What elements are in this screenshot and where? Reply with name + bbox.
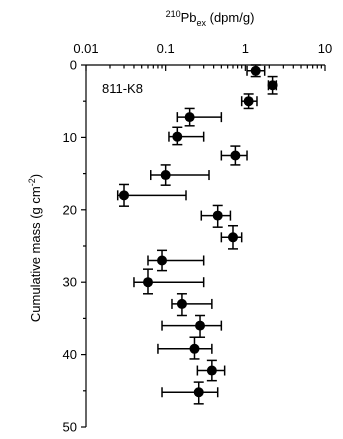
y-tick-label: 40: [63, 347, 77, 362]
data-marker: [195, 320, 206, 331]
data-marker: [267, 80, 278, 91]
data-point: [176, 107, 223, 127]
x-tick-label: 1: [242, 41, 249, 56]
sample-label: 811-K8: [102, 81, 143, 96]
x-axis-title-base: Pb: [181, 10, 197, 25]
y-axis-title-end: ): [28, 174, 43, 178]
data-point: [157, 336, 213, 360]
data-marker: [243, 96, 254, 107]
data-marker: [230, 150, 241, 161]
data-point: [220, 224, 243, 250]
data-marker: [206, 365, 217, 376]
data-marker: [176, 298, 187, 309]
data-point: [196, 359, 226, 382]
x-axis-title-iso: 210: [166, 9, 181, 19]
data-marker: [142, 277, 153, 288]
data-point: [168, 126, 205, 146]
data-point: [246, 64, 266, 78]
x-tick-label: 0.01: [73, 41, 98, 56]
data-point: [220, 145, 248, 166]
y-tick-label: 20: [63, 202, 77, 217]
data-point: [161, 381, 219, 405]
data-point: [133, 268, 205, 295]
data-marker: [250, 65, 261, 76]
data-point: [267, 75, 278, 95]
x-axis-title-sub: ex: [197, 18, 207, 28]
data-marker: [172, 131, 183, 142]
data-point: [200, 204, 232, 228]
data-marker: [160, 170, 171, 181]
data-marker: [193, 387, 204, 398]
y-tick-label: 0: [70, 58, 77, 73]
data-marker: [119, 190, 130, 201]
x-axis-title-unit: (dpm/g): [206, 10, 254, 25]
y-axis-title-main: Cumulative mass (g cm: [28, 186, 43, 322]
x-axis-title: 210Pbex (dpm/g): [166, 9, 255, 28]
y-tick-label: 10: [63, 130, 77, 145]
axes: 0.01 0.1 1 10 0 10 20 30 40 50: [63, 41, 333, 435]
x-tick-label: 10: [318, 41, 332, 56]
data-point: [161, 314, 223, 338]
data-point: [150, 164, 210, 186]
data-marker: [189, 343, 200, 354]
y-tick-label: 50: [63, 420, 77, 435]
y-axis-title: Cumulative mass (g cm-2): [27, 174, 43, 322]
data-marker: [212, 210, 223, 221]
data-point: [116, 183, 187, 207]
data-marker: [227, 232, 238, 243]
data-marks: [116, 64, 278, 405]
data-point: [171, 293, 213, 317]
y-axis-title-sup: -2: [27, 178, 37, 186]
data-marker: [157, 255, 168, 266]
data-point: [147, 249, 205, 272]
data-marker: [184, 112, 195, 123]
x-tick-label: 0.1: [157, 41, 175, 56]
y-tick-label: 30: [63, 275, 77, 290]
data-point: [240, 93, 258, 110]
